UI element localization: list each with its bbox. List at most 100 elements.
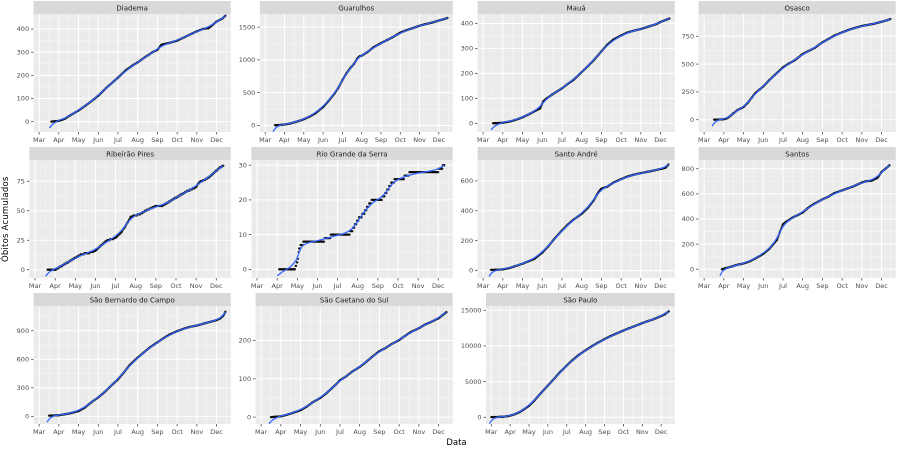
facet-title: Santos [786,151,810,159]
facet-santo-andre: Santo André 0 200 400 600 Mar Apr May Jun Jul Aug S… [457,146,679,292]
y-axis: 0 500 1000 1500 [239,23,260,130]
x-tick-label: May [515,282,529,290]
smooth-line [46,311,226,423]
x-axis-title: Data [446,438,467,448]
y-tick-label: 400 [682,215,694,223]
y-axis: 0 300 600 900 [17,327,34,421]
x-tick-label: Nov [190,282,203,290]
panel-background [33,14,231,132]
x-axis: Mar Apr May Jun Jul Aug Sep Oct Nov Dec [259,132,445,144]
x-tick-label: May [737,136,751,144]
facet-plot: São Caetano do Sul 0 100 200 Mar Apr May Jun Jul… [238,293,453,436]
facet-strip [33,293,231,306]
x-tick-label: Sep [151,136,163,144]
x-tick-label: Oct [172,136,184,144]
x-tick-label: Apr [53,428,65,436]
x-tick-label: Nov [412,428,425,436]
x-tick-label: Oct [837,136,849,144]
y-tick-label: 200 [460,70,472,78]
x-tick-label: Aug [797,136,810,144]
y-tick-label: 0 [247,413,251,421]
facet-title: Osasco [785,5,810,13]
x-tick-label: Jul [335,428,344,436]
x-tick-label: May [69,282,83,290]
x-tick-label: Jun [317,136,328,144]
grid-major [251,160,453,278]
x-axis: Mar Apr May Jun Jul Aug Sep Oct Nov Dec [33,132,223,144]
facet-plot: Santos 0 200 400 600 800 Mar Apr May Jun Jul Aug Sep… [682,147,896,290]
x-tick-label: Dec [210,428,223,436]
y-tick-label: 900 [17,327,29,335]
x-tick-label: Aug [575,282,588,290]
y-tick-label: 50 [17,207,25,215]
y-tick-label: 400 [460,20,472,28]
facet-title: Diadema [116,5,147,13]
facet-guarulhos: Guarulhos 0 500 1000 1500 Mar Apr May Jun Jul Aug S… [235,0,457,146]
x-tick-label: Mar [33,428,46,436]
x-tick-label: May [522,428,536,436]
y-tick-label: 0 [477,413,481,421]
facet-plot: Osasco 0 250 500 750 Mar Apr May Jun Jul Aug Sep Oct… [682,1,896,144]
x-tick-label: Dec [432,428,445,436]
facet-sa-o-caetano-do-sul: São Caetano do Sul 0 100 200 Mar Apr May Jun Jul… [235,292,457,438]
x-tick-label: Sep [817,136,829,144]
x-tick-label: Jul [332,282,341,290]
x-tick-label: Mar [259,136,272,144]
grid-minor [251,160,453,278]
y-tick-label: 1000 [239,56,256,64]
x-tick-label: Aug [355,136,368,144]
y-tick-label: 0 [690,116,694,124]
y-axis: 0 200 400 600 800 [682,165,699,273]
y-axis: 0 100 200 300 400 [460,20,478,127]
x-tick-label: Dec [432,136,445,144]
y-tick-label: 300 [17,384,29,392]
x-tick-label: Apr [718,136,730,144]
grid-major [259,14,453,132]
x-tick-label: May [297,136,311,144]
x-tick-label: Jul [113,136,122,144]
x-tick-label: Jun [92,136,103,144]
facet-maua: Mauá 0 100 200 300 400 Mar Apr May Jun Jul Aug Sep Oc… [457,0,679,146]
facet-sa-o-paulo: São Paulo 0 5000 10000 15000 Mar Apr May Jun Jul A… [457,292,679,438]
y-tick-label: 0 [25,413,29,421]
x-tick-label: Nov [856,136,869,144]
x-tick-label: Oct [170,282,182,290]
y-tick-label: 200 [17,72,29,80]
x-tick-label: Oct [393,428,405,436]
y-axis: 0 10 20 30 [238,161,252,274]
y-tick-label: 200 [682,240,694,248]
x-tick-label: Jun [536,282,547,290]
x-tick-label: Mar [476,136,489,144]
grid-minor [485,306,675,424]
y-tick-label: 20 [238,196,246,204]
x-tick-label: Dec [654,428,667,436]
x-tick-label: Jul [337,136,346,144]
y-tick-label: 800 [682,165,694,173]
x-tick-label: Sep [371,282,383,290]
grid-minor [259,14,453,132]
grid-major [29,160,231,278]
x-axis: Mar Apr May Jun Jul Aug Sep Oct Nov Dec [29,278,223,290]
y-tick-label: 0 [468,119,472,127]
x-tick-label: Sep [817,282,829,290]
x-axis: Mar Apr May Jun Jul Aug Sep Oct Nov Dec [251,278,445,290]
smooth-line [48,15,226,129]
y-tick-label: 500 [243,89,255,97]
grid-minor [33,14,231,132]
x-tick-label: Jul [557,136,566,144]
x-axis: Mar Apr May Jun Jul Aug Sep Oct Nov Dec [698,132,889,144]
facet-plot: Guarulhos 0 500 1000 1500 Mar Apr May Jun Jul Aug S… [239,1,453,144]
y-tick-label: 500 [682,60,694,68]
smooth-line [719,164,891,277]
x-tick-label: Oct [617,428,629,436]
y-tick-label: 300 [460,45,472,53]
y-tick-label: 25 [17,236,25,244]
grid-major [477,160,675,278]
x-tick-label: Sep [598,428,610,436]
x-tick-label: Apr [497,282,509,290]
y-tick-label: 15000 [460,306,481,314]
x-tick-label: Oct [392,282,404,290]
y-tick-label: 100 [238,375,250,383]
smooth-line [268,311,447,424]
smooth-line [487,163,669,277]
